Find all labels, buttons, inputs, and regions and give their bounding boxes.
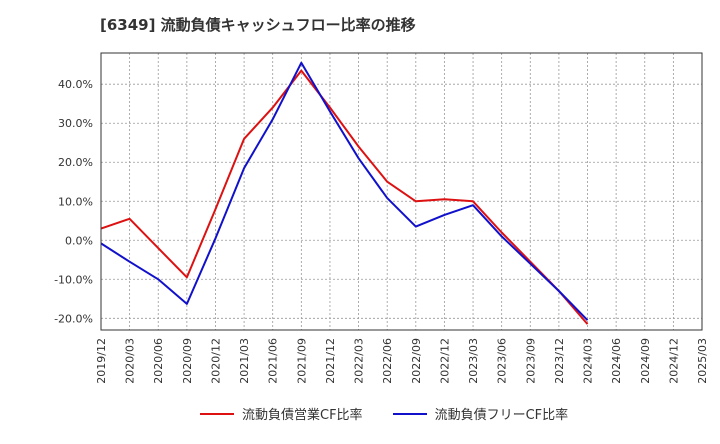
x-tick-label: 2024/12 [667,338,680,384]
x-tick-label: 2025/03 [696,338,709,384]
y-tick-label: 40.0% [58,78,93,91]
y-tick-label: -20.0% [54,312,93,325]
x-tick-label: 2019/12 [95,338,108,384]
x-tick-label: 2021/12 [324,338,337,384]
x-tick-label: 2023/06 [496,338,509,384]
series-line-operating-cf [100,69,589,325]
x-tick-label: 2020/06 [152,338,165,384]
x-tick-label: 2023/12 [553,338,566,384]
legend-swatch-operating-cf [200,412,234,415]
legend-item-operating-cf: 流動負債営業CF比率 [200,404,363,423]
x-tick-label: 2022/09 [410,338,423,384]
legend-item-free-cf: 流動負債フリーCF比率 [392,404,569,423]
y-tick-label: 20.0% [58,156,93,169]
x-tick-label: 2022/12 [438,338,451,384]
legend: 流動負債営業CF比率 流動負債フリーCF比率 [200,404,568,423]
legend-label-free-cf: 流動負債フリーCF比率 [434,408,569,423]
x-tick-label: 2020/03 [124,338,137,384]
series-line-free-cf [100,61,589,321]
x-tick-label: 2022/06 [381,338,394,384]
y-tick-label: -10.0% [54,273,93,286]
x-tick-label: 2021/06 [267,338,280,384]
x-tick-label: 2024/09 [639,338,652,384]
y-tick-label: 0.0% [65,234,93,247]
x-tick-label: 2024/06 [610,338,623,384]
legend-swatch-free-cf [392,412,427,415]
x-tick-label: 2023/09 [524,338,537,384]
legend-label-operating-cf: 流動負債営業CF比率 [242,408,363,423]
x-tick-label: 2021/03 [238,338,251,384]
x-tick-label: 2024/03 [582,338,595,384]
y-tick-label: 10.0% [58,195,93,208]
x-tick-label: 2022/03 [353,338,366,384]
x-tick-label: 2020/12 [209,338,222,384]
x-tick-label: 2020/09 [181,338,194,384]
plot-border [100,52,703,331]
x-tick-label: 2021/09 [295,338,308,384]
y-tick-label: 30.0% [58,117,93,130]
chart-title: [6349] 流動負債キャッシュフロー比率の推移 [100,16,416,34]
x-tick-label: 2023/03 [467,338,480,384]
